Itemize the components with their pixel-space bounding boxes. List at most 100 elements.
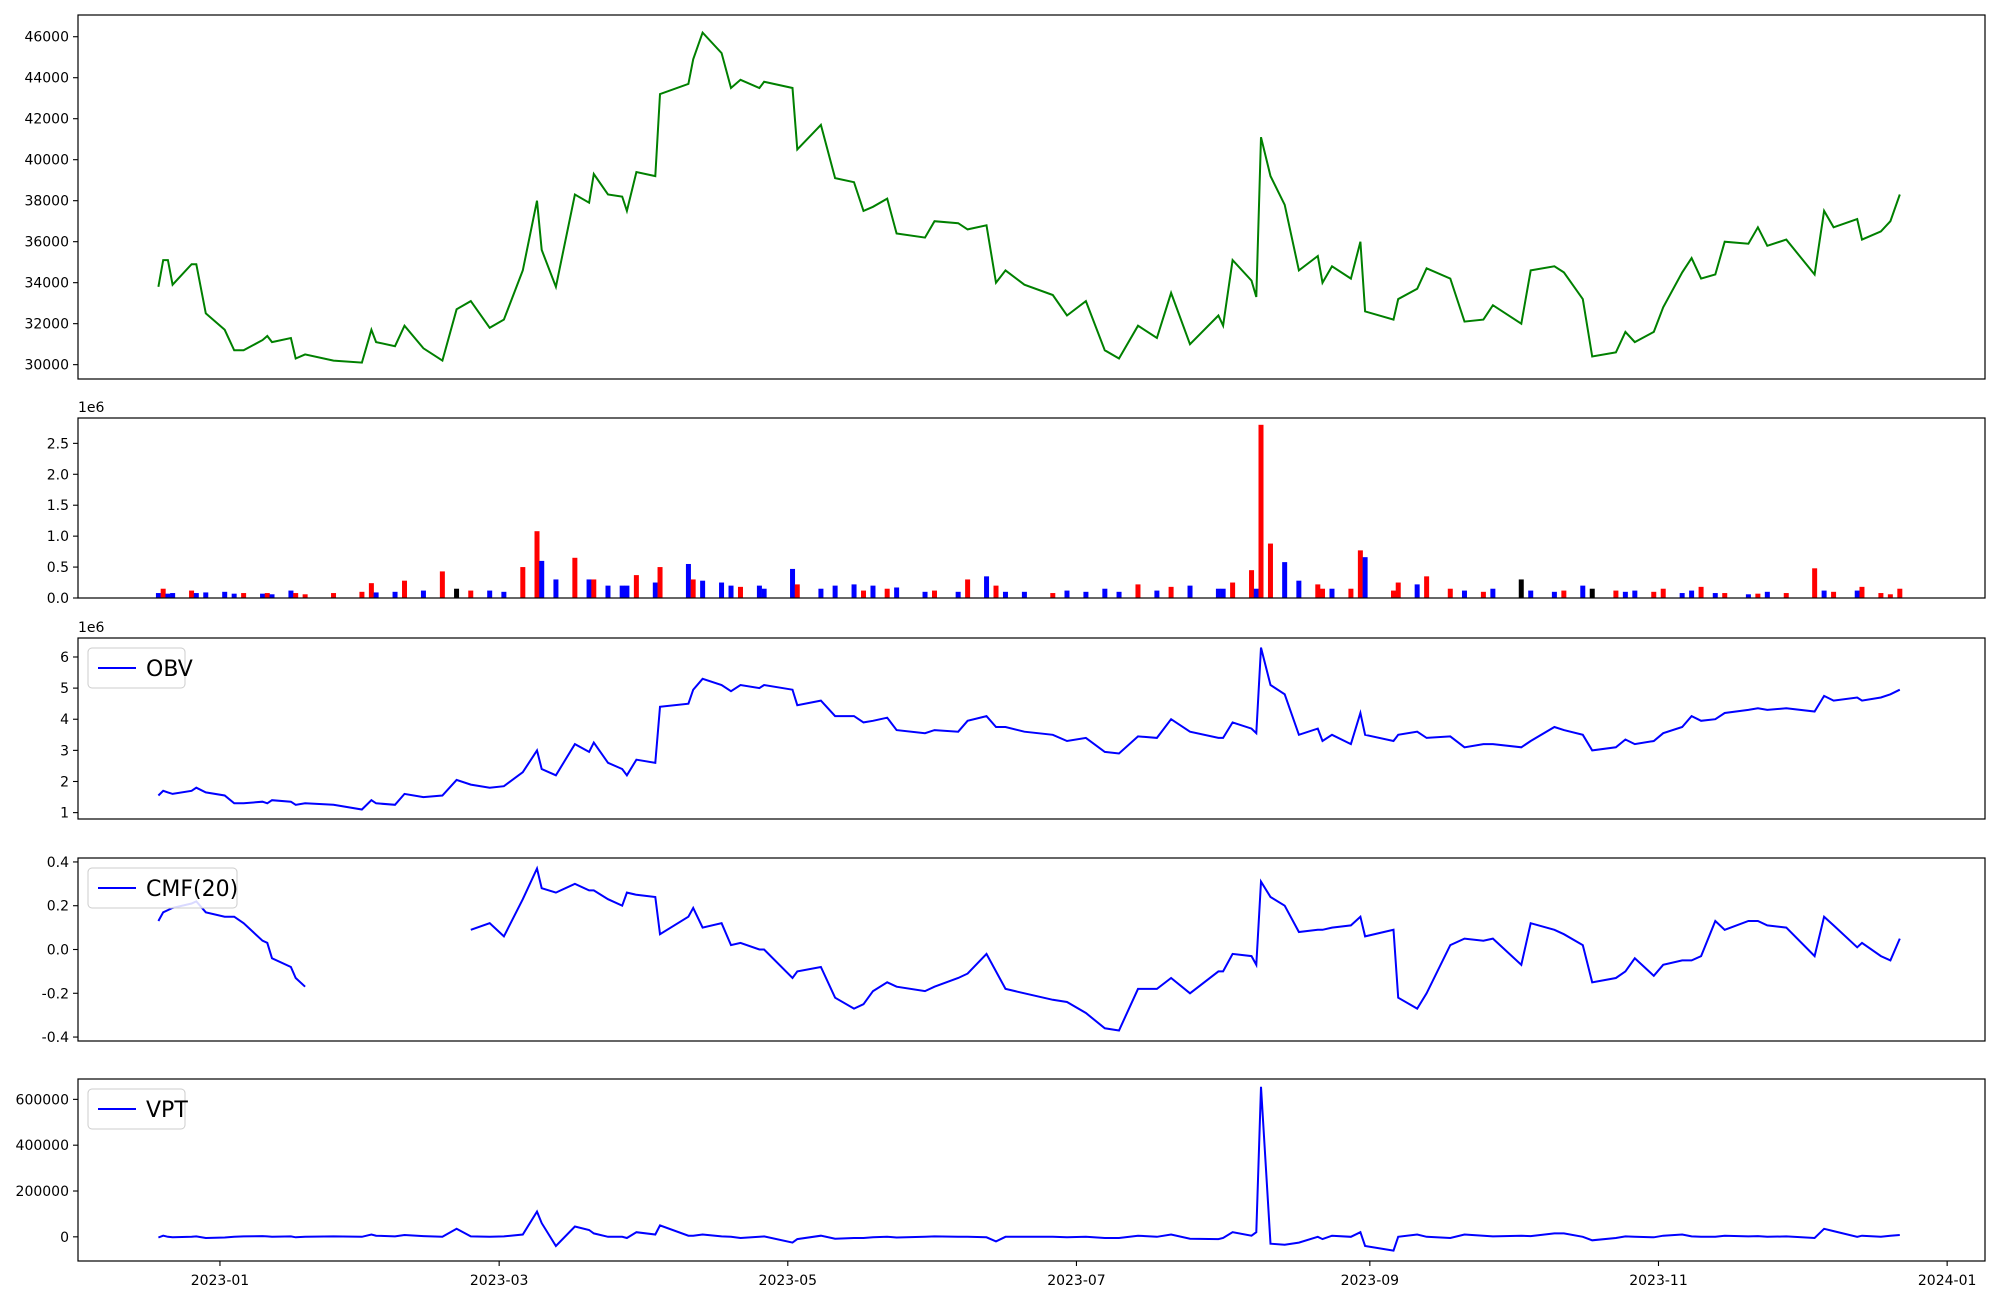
y-tick-label: 42000 (24, 112, 69, 128)
volume-bar (539, 560, 545, 598)
x-tick-label: 2024-01 (1918, 1273, 1977, 1289)
x-tick-label: 2023-03 (470, 1273, 529, 1289)
volume-bar (1296, 580, 1302, 598)
volume-bar (454, 588, 460, 598)
volume-bar (1783, 593, 1789, 598)
volume-bar (1050, 593, 1056, 598)
volume-bar (1689, 590, 1695, 598)
volume-bar (1712, 593, 1718, 598)
volume-bar (1589, 588, 1595, 598)
y-tick-label: 2.0 (47, 467, 69, 483)
volume-bar (420, 590, 426, 598)
volume-bar (1812, 568, 1818, 598)
volume-bar (1461, 590, 1467, 598)
volume-bar (1490, 588, 1496, 598)
indicator-line (157, 865, 1901, 1032)
volume-bar (1821, 590, 1827, 598)
volume-bar (1021, 591, 1027, 598)
y-tick-label: 5 (60, 681, 69, 697)
legend-label: CMF(20) (146, 877, 238, 902)
volume-bar (984, 576, 990, 598)
volume-bar (487, 590, 493, 598)
volume-bar (1390, 590, 1396, 598)
volume-bar (1722, 593, 1728, 598)
volume-bar (761, 588, 767, 598)
volume-bar (392, 591, 398, 598)
volume-bar (368, 583, 374, 598)
y-tick-label: 34000 (24, 276, 69, 292)
legend: CMF(20) (87, 867, 238, 909)
legend-box (87, 1088, 186, 1130)
y-tick-label: 1.0 (47, 529, 69, 545)
volume-bar (1395, 582, 1401, 598)
volume-bar (1168, 586, 1174, 598)
volume-bar (534, 531, 540, 598)
volume-bar (832, 585, 838, 598)
y-tick-label: 46000 (24, 30, 69, 46)
y-tick-label: 200000 (16, 1184, 69, 1200)
volume-bar (1651, 591, 1657, 598)
legend: OBV (87, 647, 193, 689)
volume-bar (553, 579, 559, 598)
volume-bar (1622, 591, 1628, 598)
volume-bar (818, 588, 824, 598)
volume-bar (203, 592, 209, 598)
y-tick-label: 32000 (24, 317, 69, 333)
volume-bar (700, 580, 706, 598)
volume-bar (501, 591, 507, 598)
volume-bar (737, 586, 743, 598)
y-tick-label: 36000 (24, 235, 69, 251)
volume-bar (1002, 591, 1008, 598)
volume-bar (402, 580, 408, 598)
volume-bar (756, 585, 762, 598)
legend-label: OBV (146, 657, 193, 682)
volume-bar (468, 590, 474, 598)
x-tick-label: 2023-05 (759, 1273, 818, 1289)
axes-frame (77, 857, 1986, 1042)
legend: VPT (87, 1088, 188, 1130)
y-tick-label: 40000 (24, 153, 69, 169)
panel: 0.0 0.5 1.0 1.5 2.0 2.5 1e6 (47, 400, 1986, 607)
volume-bar (1679, 593, 1685, 598)
volume-bar (222, 591, 228, 598)
volume-bar (572, 557, 578, 598)
volume-bar (1282, 562, 1288, 598)
volume-bar (1320, 588, 1326, 598)
volume-bar (1357, 550, 1363, 598)
volume-bar (1764, 591, 1770, 598)
volume-bar (1249, 570, 1255, 598)
volume-bar (1135, 584, 1141, 598)
volume-bar (1064, 590, 1070, 598)
volume-bar (794, 584, 800, 598)
legend-box (87, 647, 186, 689)
volume-bar (931, 590, 937, 598)
volume-bar (719, 582, 725, 598)
panel: -0.4 -0.2 0.0 0.2 0.4 CMF(20) (42, 855, 1986, 1046)
y-tick-label: 0.4 (47, 855, 69, 871)
y-tick-label: 0.0 (47, 943, 69, 959)
panel: 1 2 3 4 5 6 1e6 OBV (60, 620, 1986, 822)
volume-bar (1116, 591, 1122, 598)
y-tick-label: 0.0 (47, 591, 69, 607)
volume-bar (193, 593, 199, 598)
y-tick-label: 1 (60, 806, 69, 822)
y-tick-label: 30000 (24, 358, 69, 374)
volume-bar (1414, 584, 1420, 598)
volume-bar (657, 567, 663, 598)
volume-bar (520, 567, 526, 598)
y-tick-label: -0.4 (42, 1030, 69, 1046)
volume-bar (1698, 586, 1704, 598)
x-tick-label: 2023-01 (191, 1273, 250, 1289)
x-tick-label: 2023-09 (1341, 1273, 1400, 1289)
indicator-line (157, 647, 1901, 811)
legend-box (87, 867, 238, 909)
volume-bar (1348, 588, 1354, 598)
volume-bar (1632, 590, 1638, 598)
volume-bar (1215, 588, 1221, 598)
volume-bar (1267, 543, 1273, 598)
y-tick-label: 4 (60, 712, 69, 728)
volume-bar (155, 593, 161, 598)
volume-bar (1424, 576, 1430, 598)
volume-bar (288, 590, 294, 598)
volume-bar (260, 593, 266, 598)
